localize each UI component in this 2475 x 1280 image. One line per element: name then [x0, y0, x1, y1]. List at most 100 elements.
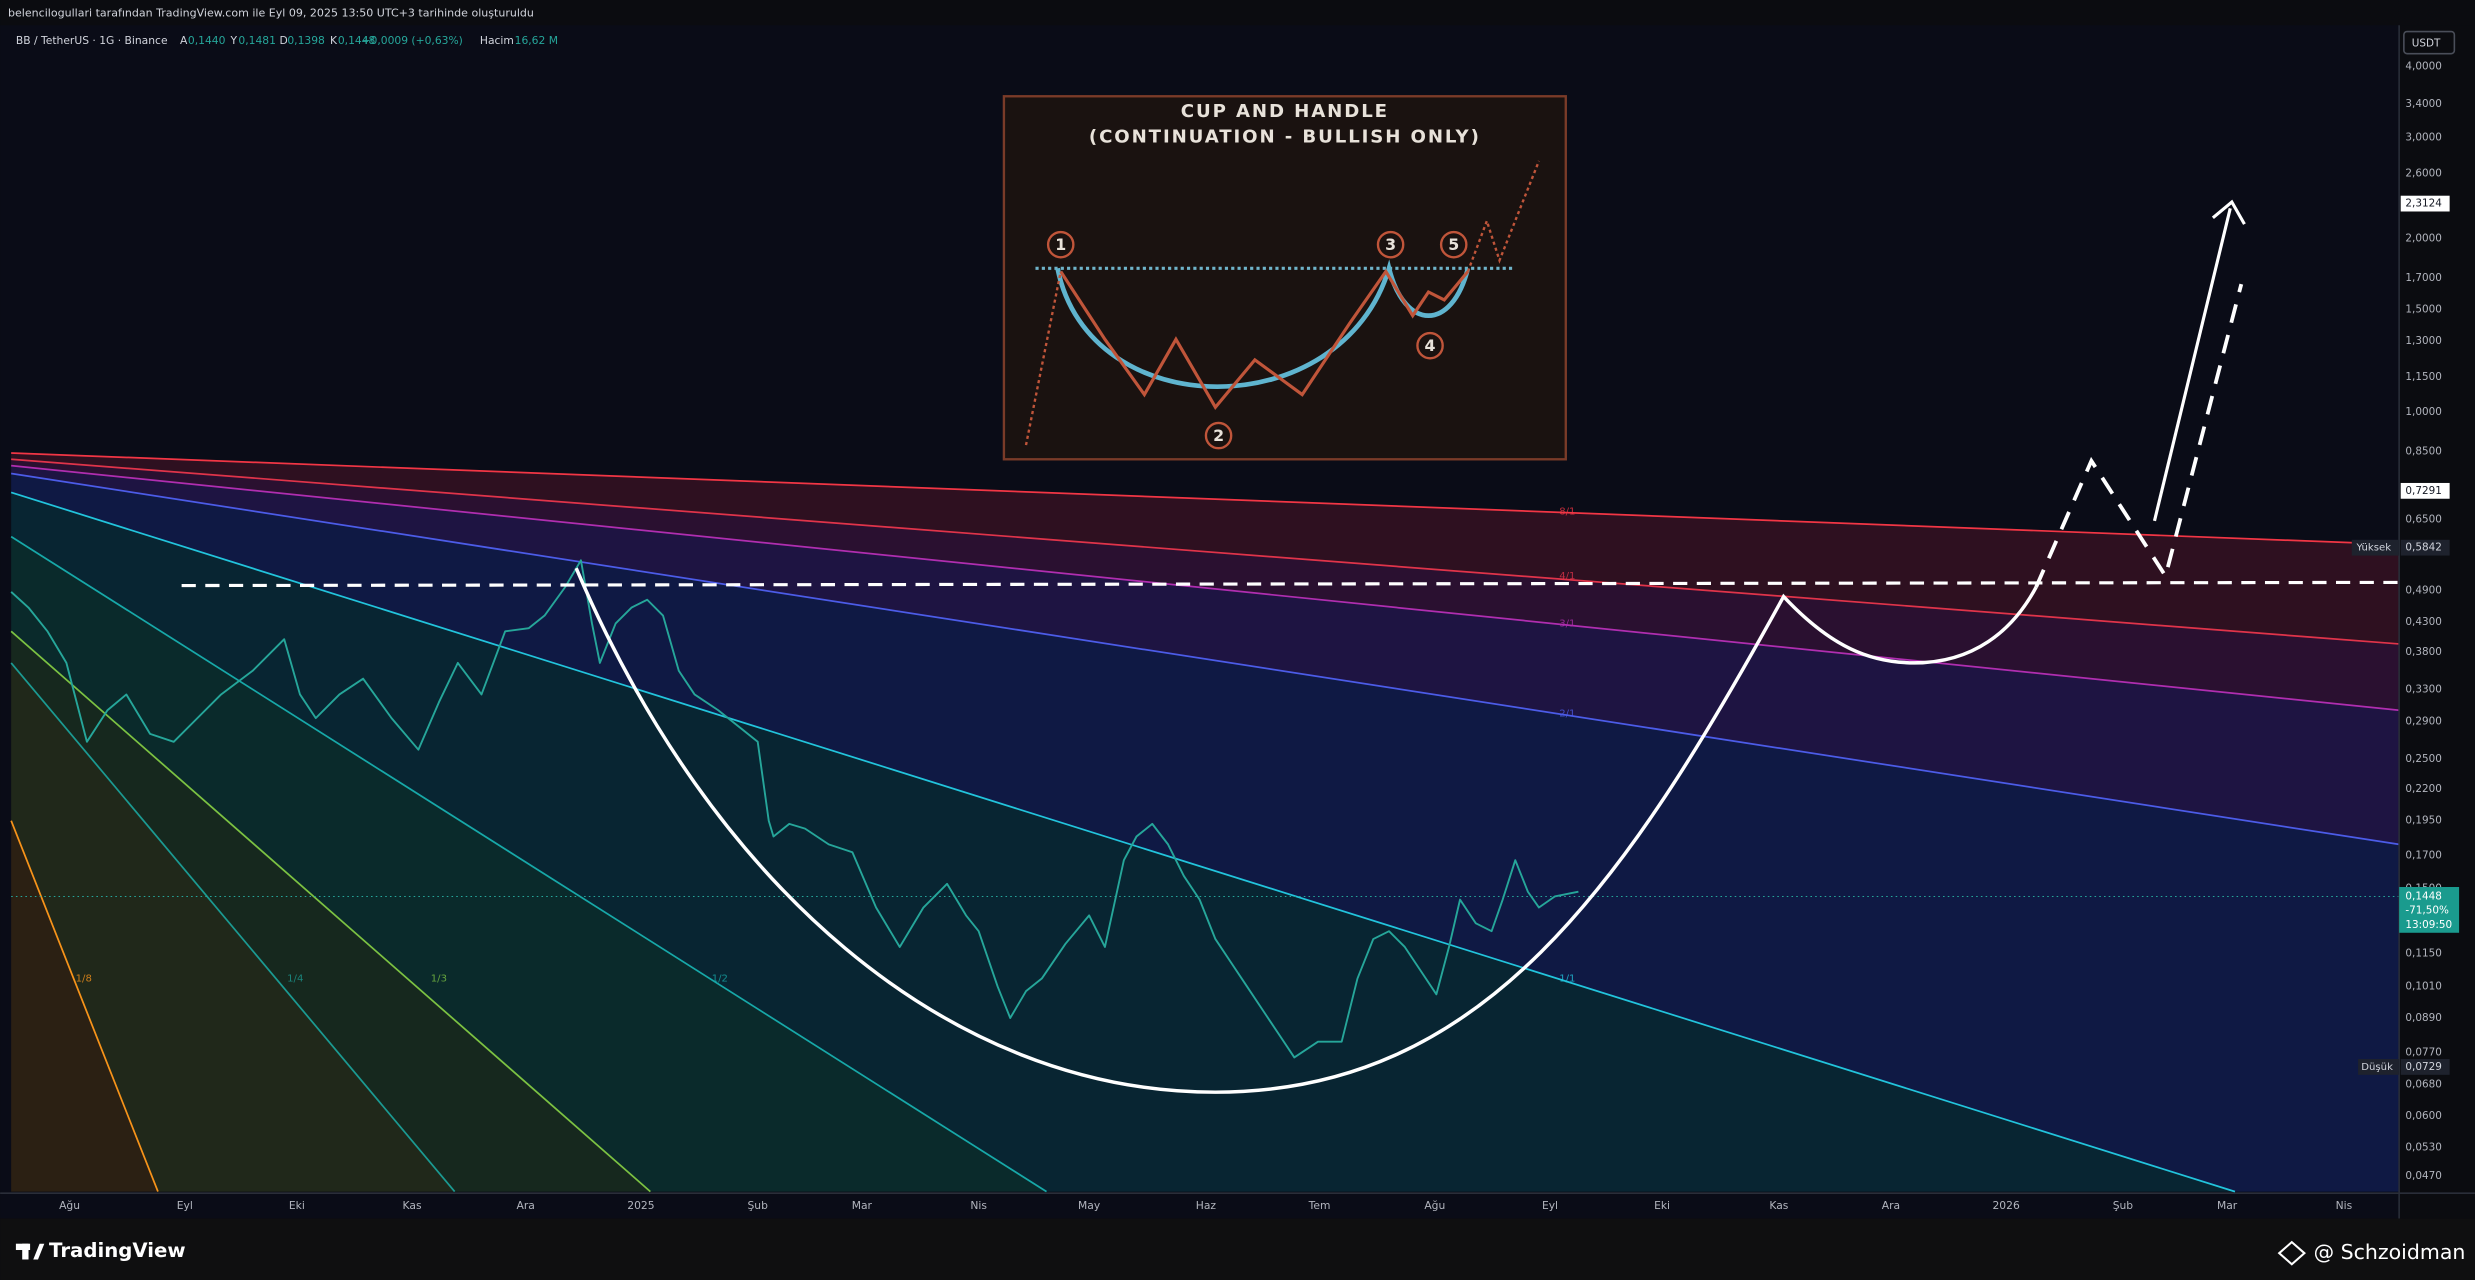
price-label: 0,4300: [2405, 616, 2441, 628]
ohlc-label: K: [330, 34, 338, 47]
fan-label: 1/8: [76, 974, 92, 985]
time-label: Nis: [970, 1199, 987, 1212]
fan-line: [10, 535, 1047, 1193]
countdown: 13:09:50: [2405, 919, 2452, 931]
volume-value: 16,62 M: [515, 34, 558, 47]
inset-price: [1059, 268, 1470, 410]
fan-label: 2/1: [1559, 708, 1575, 719]
fan-label: 3/1: [1559, 618, 1575, 629]
time-label: Ara: [1882, 1199, 1900, 1212]
fan-zone: [11, 465, 2400, 845]
time-label: Şub: [747, 1199, 768, 1212]
last-price: 0,1448: [2405, 890, 2441, 902]
projection-arrow: [2152, 207, 2232, 522]
resistance-line: [181, 580, 2400, 588]
inset-image: [1002, 95, 1567, 461]
price-label: 3,0000: [2405, 131, 2441, 143]
inset-point-circle: [1046, 230, 1075, 259]
price-label: 0,0600: [2405, 1110, 2441, 1122]
price-label: 3,4000: [2405, 98, 2441, 110]
price-label: 0,2200: [2405, 783, 2441, 795]
price-label: 0,1700: [2405, 849, 2441, 861]
price-label: 0,8500: [2405, 445, 2441, 457]
high-box: [2400, 539, 2450, 556]
time-label: Eki: [1654, 1199, 1670, 1212]
icon-part: [2277, 1240, 2306, 1266]
fan-line: [10, 630, 651, 1193]
price-label: 2,6000: [2405, 168, 2441, 180]
price-label: 0,0890: [2405, 1012, 2441, 1024]
currency: USDT: [2412, 37, 2441, 49]
time-label: Eyl: [177, 1199, 193, 1212]
ohlc-value: 0,1481: [238, 34, 276, 47]
price-label: 0,1150: [2405, 947, 2441, 959]
author-icon: [2277, 1240, 2306, 1266]
time-label: Şub: [2113, 1199, 2134, 1212]
time-label: Mar: [2217, 1199, 2238, 1212]
projection-dashed: [2034, 283, 2244, 588]
footer-bar: [0, 1218, 2475, 1280]
price-label: 1,1500: [2405, 371, 2441, 383]
fan-label: 8/1: [1559, 506, 1575, 517]
price-label: 0,3800: [2405, 646, 2441, 658]
fan-line: [11, 452, 2400, 546]
fan-fills: [11, 452, 2400, 1192]
inset-frame: [1002, 95, 1567, 461]
inset-point-circle: [1416, 331, 1444, 360]
ohlc-value: 0,1448: [338, 34, 376, 47]
currency-box: [2403, 30, 2456, 55]
high-tag: [2351, 539, 2400, 556]
price-label: 1,0000: [2405, 406, 2441, 418]
ohlc-change: +0,0009 (+0,63%): [362, 34, 463, 47]
price-axis: [2399, 25, 2475, 1219]
target-price: 2,3124: [2405, 198, 2442, 210]
last-change: -71,50%: [2405, 905, 2449, 917]
symbol-name: BB / TetherUS · 1G · Binance: [16, 34, 168, 47]
time-label: 2025: [627, 1199, 654, 1212]
inset-point-circle: [1376, 230, 1405, 259]
tv-logo: [15, 1243, 45, 1260]
price-label: 1,5000: [2405, 303, 2441, 315]
arrow-head: [2211, 199, 2246, 225]
logo-part: [33, 1243, 45, 1260]
time-label: Ara: [517, 1199, 535, 1212]
target-box: [2400, 195, 2450, 212]
price-label: 0,6500: [2405, 513, 2441, 525]
logo-part: [22, 1243, 29, 1260]
time-label: Eki: [289, 1199, 305, 1212]
ohlc-value: 0,1398: [287, 34, 325, 47]
inset-point-circle: [1204, 421, 1233, 450]
fan-line: [10, 820, 159, 1192]
ohlc-label: Y: [230, 34, 238, 47]
time-label: Haz: [1196, 1199, 1217, 1212]
brand: TradingView: [49, 1239, 186, 1262]
inset-title: CUP AND HANDLE: [1181, 101, 1389, 122]
inset-breakout: [1466, 160, 1541, 272]
fan-lines: [10, 452, 2400, 1193]
price-trace: [10, 559, 1579, 1059]
fan-line: [10, 491, 2236, 1193]
fan-line: [11, 464, 2400, 712]
ohlc-label: A: [180, 34, 188, 47]
ohlc-value: 0,1440: [188, 34, 226, 47]
time-label: Kas: [1769, 1199, 1788, 1212]
inset-point: 1: [1055, 235, 1066, 254]
caption: belencilogullari tarafından TradingView.…: [8, 6, 534, 19]
price-label: 0,1010: [2405, 980, 2441, 992]
last-price-box: [2399, 887, 2460, 933]
time-label: Mar: [852, 1199, 873, 1212]
fan-label: 1/2: [712, 974, 728, 985]
price-label: 1,7000: [2405, 272, 2441, 284]
volume-label: Hacim: [480, 34, 514, 47]
inset-cup: [1055, 259, 1471, 389]
author: @ Schzoidman: [2314, 1240, 2466, 1264]
fan-line: [10, 662, 456, 1193]
time-label: Tem: [1308, 1199, 1331, 1212]
price-label: 0,2900: [2405, 715, 2441, 727]
time-label: 2026: [1992, 1199, 2019, 1212]
fan-line: [11, 472, 2400, 846]
low-tag: [2358, 1059, 2400, 1075]
inset-point: 3: [1385, 235, 1396, 254]
level-box: [2400, 482, 2450, 499]
